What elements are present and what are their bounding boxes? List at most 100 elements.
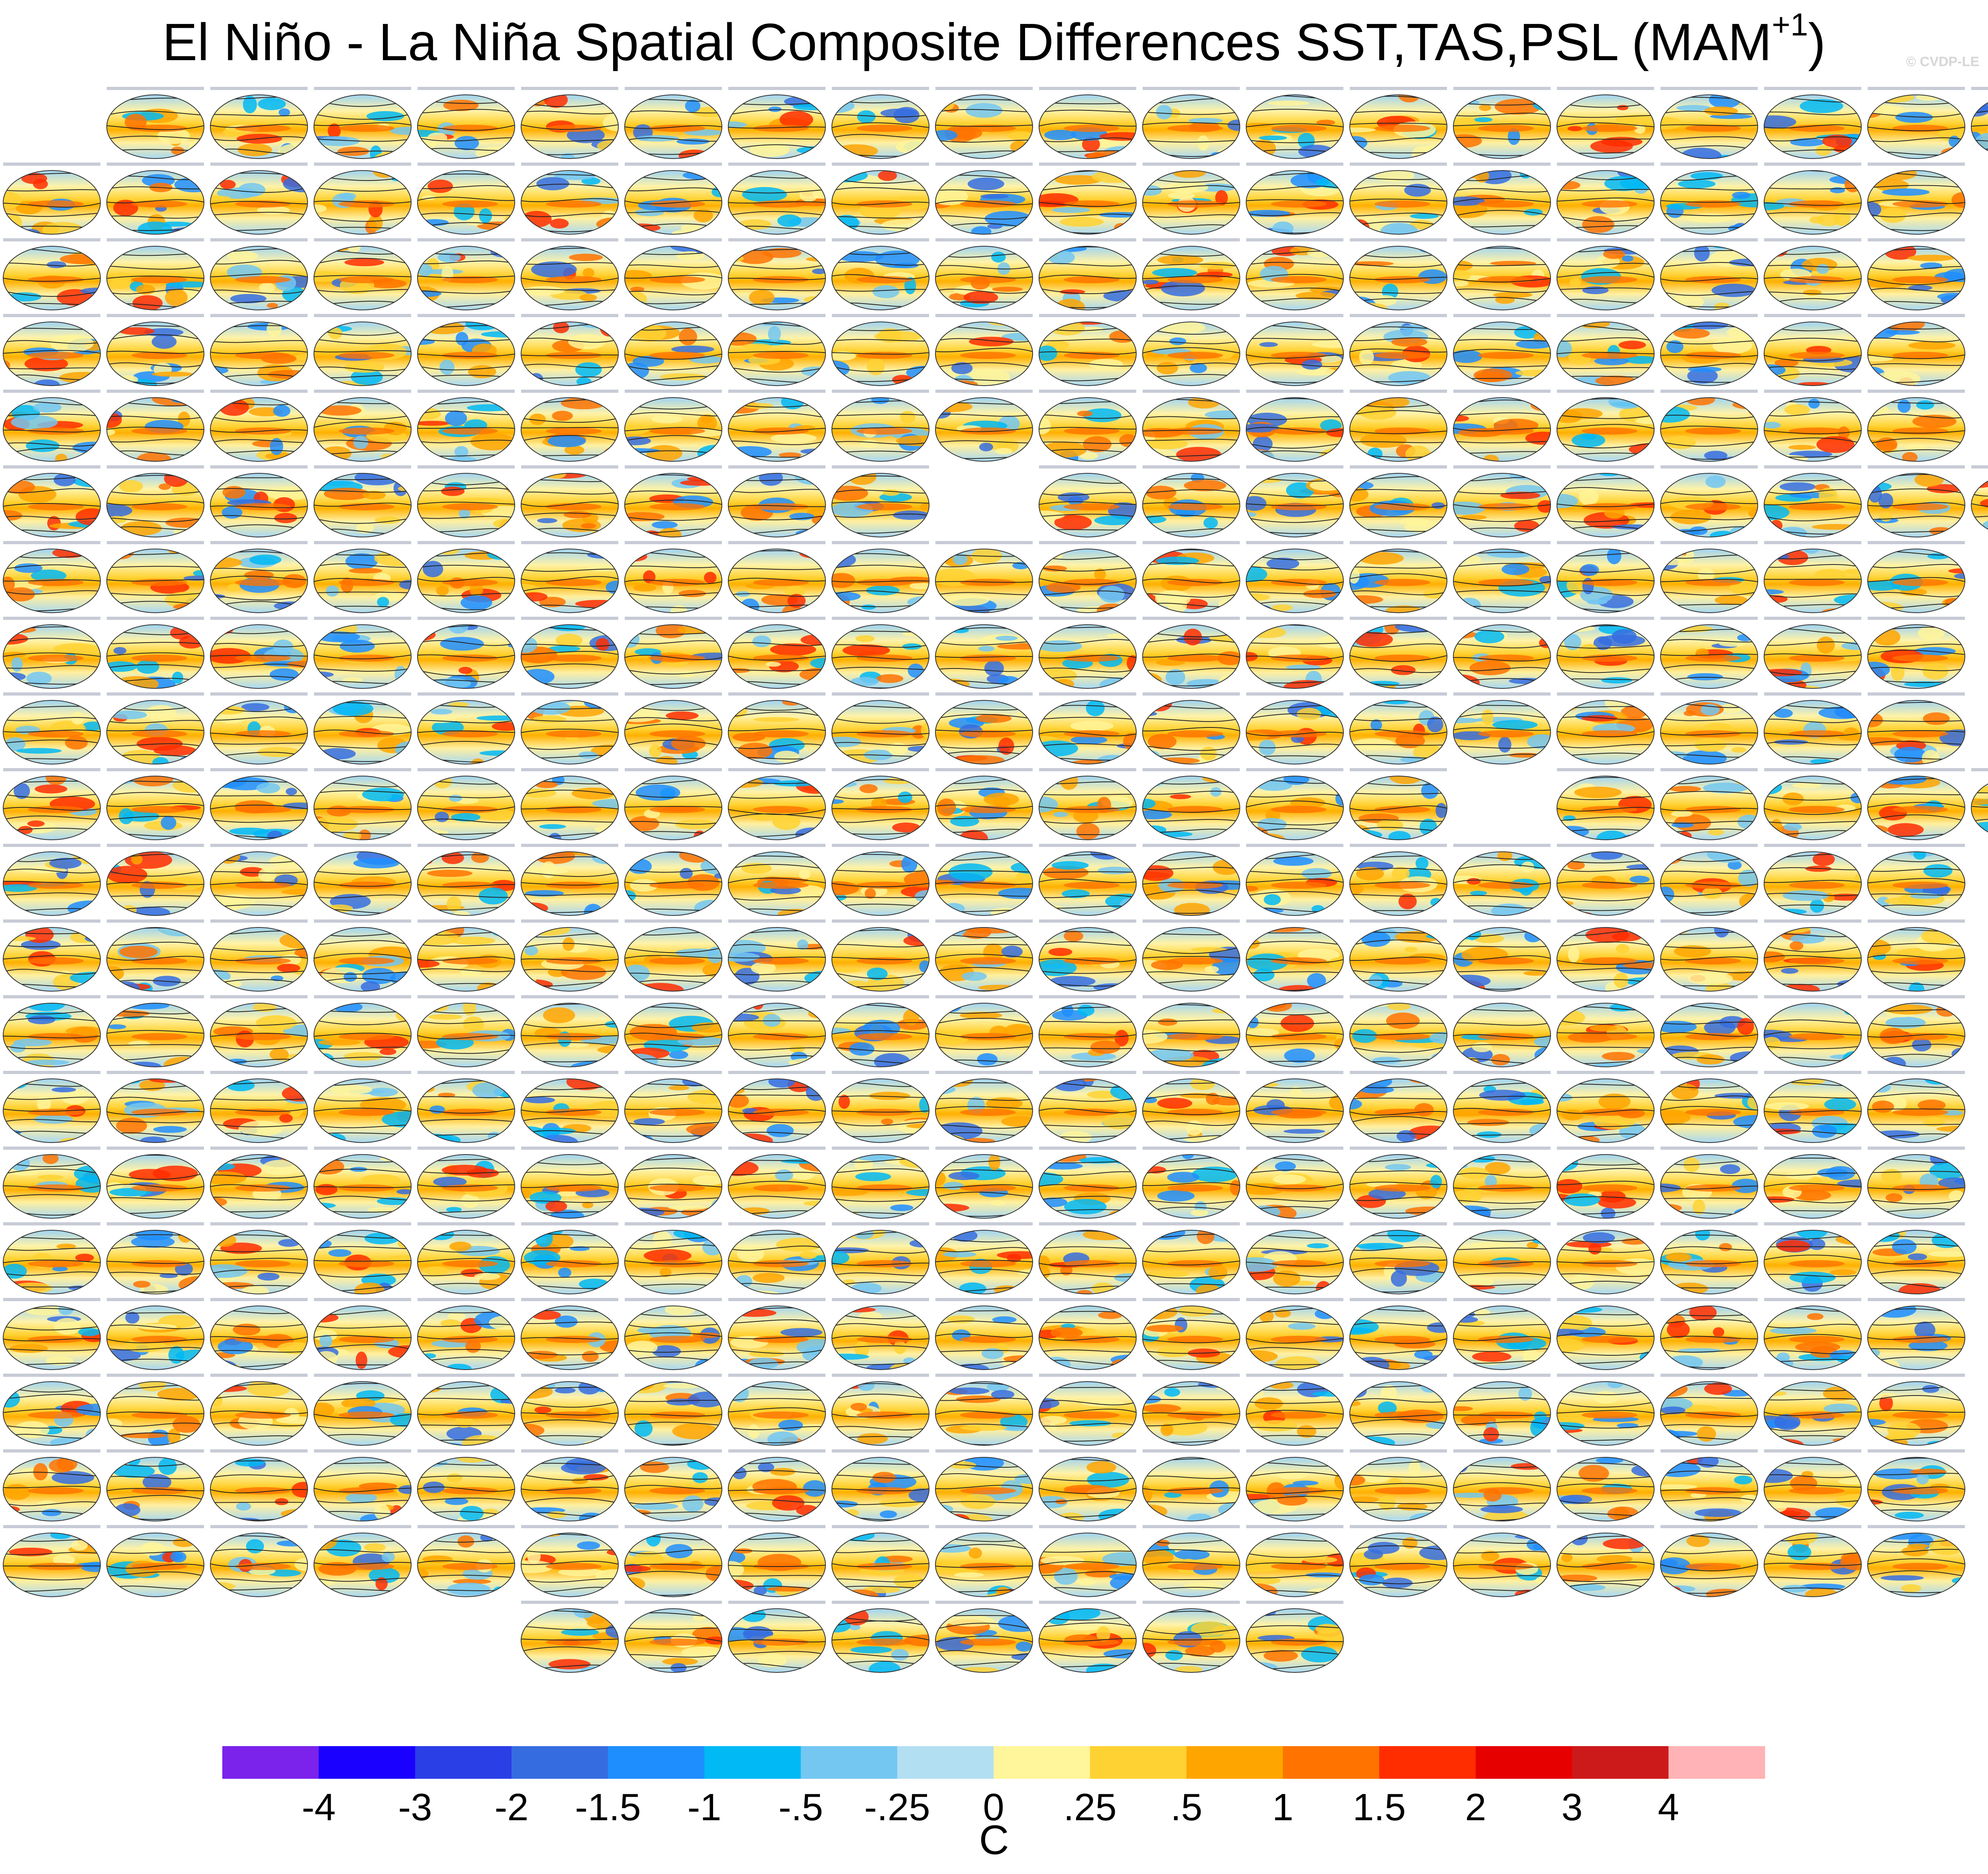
map-panel <box>106 541 204 613</box>
colorbar-box <box>1090 1746 1187 1779</box>
map-panel <box>1453 919 1551 992</box>
map-panel <box>1039 692 1137 764</box>
map-panel <box>831 995 929 1067</box>
map-panel <box>3 995 101 1067</box>
map-panel <box>935 1071 1033 1143</box>
map-panel <box>1246 1298 1344 1370</box>
map-panel <box>1557 1525 1655 1597</box>
map-panel <box>1867 541 1965 613</box>
map-panel <box>624 617 722 689</box>
map-panel <box>831 692 929 764</box>
map-panel <box>1246 1147 1344 1219</box>
map-panel <box>1660 390 1758 462</box>
map-panel <box>624 768 722 840</box>
map-panel <box>624 1147 722 1219</box>
map-panel <box>1246 1601 1344 1673</box>
map-panel <box>1349 314 1447 386</box>
map-panel <box>1660 1071 1758 1143</box>
map-panel <box>1142 844 1240 916</box>
map-panel <box>1867 919 1965 992</box>
map-panel <box>210 617 308 689</box>
map-panel <box>3 1071 101 1143</box>
map-panel <box>314 768 412 840</box>
map-panel <box>210 465 308 537</box>
map-panel <box>1142 1601 1240 1673</box>
map-panel <box>728 1601 826 1673</box>
map-panel <box>935 541 1033 613</box>
map-panel <box>210 1525 308 1597</box>
map-panel <box>1660 995 1758 1067</box>
map-panel <box>314 87 412 159</box>
map-panel <box>1764 314 1862 386</box>
colorbar-box <box>801 1746 898 1779</box>
map-panel <box>1660 87 1758 159</box>
map-panel <box>417 1449 515 1521</box>
map-panel <box>314 1298 412 1370</box>
map-panel <box>210 844 308 916</box>
map-panel <box>1867 995 1965 1067</box>
map-panel <box>728 1298 826 1370</box>
map-panel <box>1453 163 1551 235</box>
map-panel <box>1557 1222 1655 1294</box>
map-panel <box>935 768 1033 840</box>
map-panel <box>417 768 515 840</box>
map-panel <box>106 390 204 462</box>
map-panel <box>521 692 619 764</box>
map-panel <box>624 1525 722 1597</box>
map-panel <box>831 1525 929 1597</box>
map-panel <box>624 919 722 992</box>
map-panel <box>1660 692 1758 764</box>
map-panel <box>1867 1071 1965 1143</box>
map-panel <box>1142 541 1240 613</box>
map-panel <box>1453 541 1551 613</box>
map-panel <box>1557 390 1655 462</box>
map-panel <box>1557 844 1655 916</box>
map-panel <box>417 919 515 992</box>
map-panel <box>624 314 722 386</box>
map-panel <box>1039 465 1137 537</box>
map-panel <box>1660 1525 1758 1597</box>
map-panel <box>210 919 308 992</box>
map-panel <box>1349 1222 1447 1294</box>
map-panel <box>1453 87 1551 159</box>
map-panel <box>624 1298 722 1370</box>
map-panel <box>106 617 204 689</box>
map-panel <box>1246 541 1344 613</box>
map-panel <box>314 238 412 310</box>
map-panel <box>831 1147 929 1219</box>
map-panel <box>831 1601 929 1673</box>
map-panel <box>1349 1298 1447 1370</box>
map-panel <box>1764 617 1862 689</box>
map-panel <box>106 87 204 159</box>
colorbar-unit-label: C <box>979 1817 1009 1863</box>
map-panel <box>314 919 412 992</box>
map-panel <box>1660 617 1758 689</box>
map-panel <box>728 541 826 613</box>
map-panel <box>728 1449 826 1521</box>
map-panel <box>1246 919 1344 992</box>
colorbar-box <box>415 1746 512 1779</box>
map-panel <box>1039 617 1137 689</box>
map-panel <box>624 1449 722 1521</box>
colorbar-box <box>1186 1746 1283 1779</box>
map-panel <box>1557 1147 1655 1219</box>
map-panel <box>521 390 619 462</box>
map-panel <box>1453 465 1551 537</box>
map-panel <box>521 238 619 310</box>
map-panel <box>1039 1449 1137 1521</box>
map-panel <box>1557 692 1655 764</box>
map-panel <box>728 1525 826 1597</box>
map-panel <box>1764 163 1862 235</box>
map-panel <box>1453 995 1551 1067</box>
map-panel <box>210 768 308 840</box>
map-panel <box>3 1449 101 1521</box>
map-panel <box>1246 465 1344 537</box>
colorbar-box <box>704 1746 801 1779</box>
map-panel <box>831 314 929 386</box>
map-panel <box>106 1222 204 1294</box>
map-panel <box>521 1525 619 1597</box>
map-panel <box>106 465 204 537</box>
map-panel <box>1867 1222 1965 1294</box>
colorbar-box <box>1572 1746 1669 1779</box>
map-panel <box>1142 768 1240 840</box>
